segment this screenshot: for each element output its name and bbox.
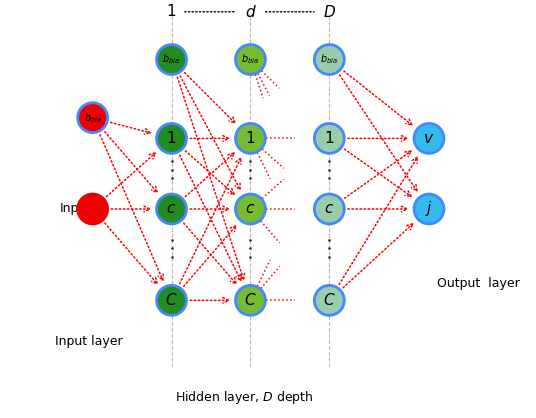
Text: $C$: $C$ (244, 292, 257, 308)
Text: 1: 1 (324, 131, 334, 146)
Text: 1: 1 (245, 131, 255, 146)
Text: $v$: $v$ (423, 131, 435, 146)
Text: $b_{bia}$: $b_{bia}$ (162, 53, 181, 66)
Text: $b_{bia}$: $b_{bia}$ (241, 53, 259, 66)
Text: $C$: $C$ (165, 292, 178, 308)
Circle shape (235, 45, 265, 74)
Circle shape (414, 194, 444, 224)
Circle shape (315, 285, 344, 315)
Text: $c$: $c$ (324, 201, 334, 217)
Text: $c$: $c$ (167, 201, 177, 217)
Circle shape (315, 45, 344, 74)
Text: $j$: $j$ (425, 199, 433, 219)
Circle shape (315, 123, 344, 153)
Circle shape (315, 194, 344, 224)
Text: $d$: $d$ (244, 4, 256, 20)
Circle shape (157, 285, 187, 315)
Circle shape (157, 123, 187, 153)
Text: $D$: $D$ (323, 4, 336, 20)
Circle shape (78, 194, 108, 224)
Circle shape (235, 285, 265, 315)
Text: $c$: $c$ (245, 201, 256, 217)
Text: 1: 1 (167, 4, 176, 19)
Text: Output  layer: Output layer (437, 277, 520, 290)
Text: 1: 1 (167, 131, 176, 146)
Circle shape (78, 103, 108, 133)
Circle shape (414, 123, 444, 153)
Circle shape (235, 194, 265, 224)
Text: $C$: $C$ (323, 292, 336, 308)
Text: Input: Input (59, 202, 92, 216)
Circle shape (157, 45, 187, 74)
Circle shape (235, 123, 265, 153)
Text: Input layer: Input layer (55, 335, 123, 348)
Text: $b_{bia}$: $b_{bia}$ (321, 53, 338, 66)
Text: $b_{bia}$: $b_{bia}$ (84, 111, 102, 125)
Circle shape (157, 194, 187, 224)
Text: Hidden layer, $D$ depth: Hidden layer, $D$ depth (175, 390, 314, 406)
